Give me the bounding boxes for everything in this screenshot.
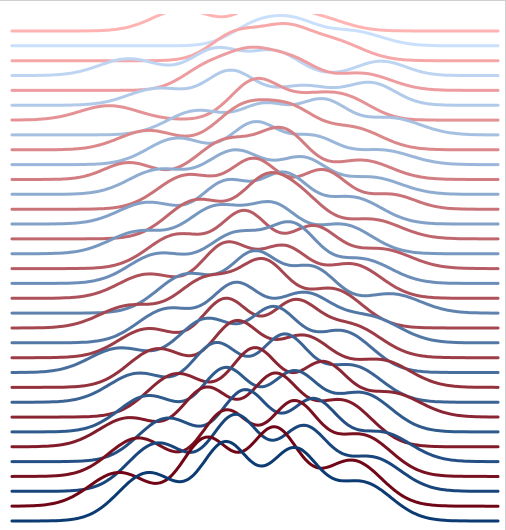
ridge-line-34 — [10, 439, 500, 523]
ridge-line-2 — [10, 14, 500, 48]
ridge-line-7 — [10, 76, 500, 122]
top-border — [0, 0, 506, 1]
ridge-line-24 — [10, 304, 500, 374]
ridge-line-13 — [10, 156, 500, 211]
ridge-line-18 — [10, 220, 500, 285]
ridge-line-12 — [10, 148, 500, 196]
ridge-line-26 — [10, 332, 500, 404]
ridge-line-16 — [10, 200, 500, 256]
ridge-line-10 — [10, 120, 500, 167]
ridge-line-5 — [10, 45, 500, 92]
ridge-line-29 — [10, 371, 500, 449]
ridge-line-30 — [10, 388, 500, 464]
ridge-line-9 — [10, 98, 500, 152]
ridge-line-25 — [10, 318, 500, 389]
ridge-line-32 — [10, 412, 500, 493]
ridge-line-33 — [10, 425, 500, 508]
ridge-line-15 — [10, 171, 500, 241]
ridge-line-22 — [10, 280, 500, 345]
ridge-line-27 — [10, 346, 500, 419]
ridge-line-3 — [10, 22, 500, 63]
ridge-line-4 — [10, 45, 500, 77]
ridge-line-17 — [10, 208, 500, 271]
ridge-line-1 — [10, 14, 500, 33]
ridge-lines — [10, 14, 500, 523]
ridge-line-28 — [10, 365, 500, 434]
ridge-line-20 — [10, 249, 500, 315]
ridge-line-31 — [10, 399, 500, 478]
ridge-line-8 — [10, 97, 500, 137]
ridge-line-19 — [10, 240, 500, 300]
ridge-line-11 — [10, 125, 500, 181]
ridge-line-21 — [10, 257, 500, 330]
